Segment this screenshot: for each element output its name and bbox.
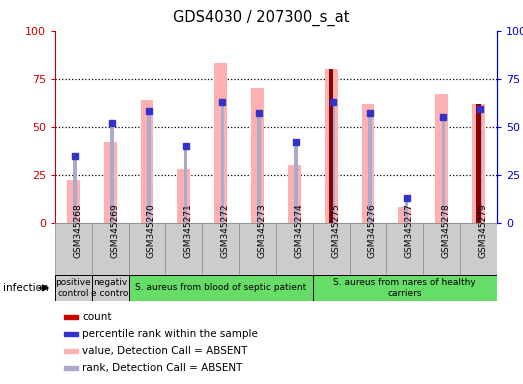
Bar xyxy=(313,275,497,301)
Bar xyxy=(110,123,114,223)
Bar xyxy=(399,207,411,223)
Bar xyxy=(257,113,261,223)
Bar xyxy=(276,223,313,275)
Bar xyxy=(147,111,151,223)
Bar xyxy=(73,156,77,223)
Text: GSM345275: GSM345275 xyxy=(331,203,340,258)
Bar xyxy=(214,63,227,223)
Bar xyxy=(349,223,386,275)
Bar xyxy=(129,275,313,301)
Text: GSM345272: GSM345272 xyxy=(221,203,230,258)
Text: S. aureus from blood of septic patient: S. aureus from blood of septic patient xyxy=(135,283,306,293)
Text: GSM345278: GSM345278 xyxy=(441,203,451,258)
Bar xyxy=(251,88,264,223)
Bar xyxy=(67,180,80,223)
Bar xyxy=(435,94,448,223)
Text: negativ
e contro: negativ e contro xyxy=(92,278,129,298)
Text: GSM345277: GSM345277 xyxy=(405,203,414,258)
Bar xyxy=(441,117,445,223)
Bar xyxy=(129,223,165,275)
Text: GSM345276: GSM345276 xyxy=(368,203,377,258)
Bar xyxy=(288,165,301,223)
Bar xyxy=(184,146,187,223)
Bar xyxy=(329,69,333,223)
Bar xyxy=(325,69,337,223)
Text: GSM345269: GSM345269 xyxy=(110,203,119,258)
Bar xyxy=(460,223,497,275)
Bar xyxy=(313,223,349,275)
Bar xyxy=(331,102,335,223)
Text: value, Detection Call = ABSENT: value, Detection Call = ABSENT xyxy=(82,346,248,356)
Text: GSM345268: GSM345268 xyxy=(73,203,82,258)
Text: rank, Detection Call = ABSENT: rank, Detection Call = ABSENT xyxy=(82,363,243,373)
Text: GDS4030 / 207300_s_at: GDS4030 / 207300_s_at xyxy=(173,10,350,26)
Bar xyxy=(479,109,482,223)
Bar xyxy=(202,223,239,275)
Bar xyxy=(55,223,92,275)
Bar xyxy=(104,142,117,223)
Bar xyxy=(405,198,408,223)
Bar xyxy=(64,332,78,336)
Text: percentile rank within the sample: percentile rank within the sample xyxy=(82,329,258,339)
Bar xyxy=(239,223,276,275)
Bar xyxy=(165,223,202,275)
Text: GSM345274: GSM345274 xyxy=(294,203,303,258)
Text: count: count xyxy=(82,312,112,322)
Bar xyxy=(64,315,78,319)
Text: GSM345279: GSM345279 xyxy=(479,203,487,258)
Bar xyxy=(141,100,153,223)
Text: positive
control: positive control xyxy=(55,278,91,298)
Text: GSM345270: GSM345270 xyxy=(147,203,156,258)
Bar xyxy=(64,349,78,353)
Bar xyxy=(92,223,129,275)
Text: infection: infection xyxy=(3,283,48,293)
Bar xyxy=(64,366,78,370)
Bar xyxy=(476,104,481,223)
Bar xyxy=(92,275,129,301)
Text: S. aureus from nares of healthy
carriers: S. aureus from nares of healthy carriers xyxy=(333,278,476,298)
Bar xyxy=(294,142,298,223)
Bar xyxy=(361,104,374,223)
Bar xyxy=(368,113,372,223)
Bar xyxy=(55,275,92,301)
Bar xyxy=(472,104,485,223)
Bar xyxy=(177,169,190,223)
Bar xyxy=(423,223,460,275)
Bar xyxy=(386,223,423,275)
Bar xyxy=(221,102,224,223)
Text: GSM345271: GSM345271 xyxy=(184,203,193,258)
Text: GSM345273: GSM345273 xyxy=(257,203,267,258)
